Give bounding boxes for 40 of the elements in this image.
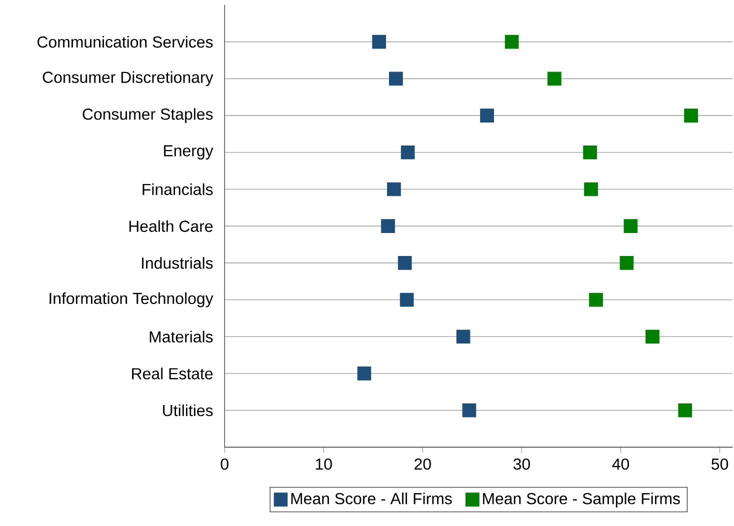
y-tick-label: Health Care: [129, 220, 213, 232]
y-tick-label: Industrials: [142, 257, 213, 269]
point: [387, 182, 401, 196]
x-tick-label: 50: [712, 458, 728, 470]
y-tick-label: Energy: [164, 145, 214, 160]
y-tick-label: Consumer Staples: [82, 108, 213, 123]
point: [456, 330, 470, 344]
y-tick-label: Information Technology: [50, 292, 214, 308]
point: [624, 219, 638, 233]
y-tick-label: Consumer Discretionary: [42, 71, 214, 86]
legend-label: Mean Score - All Firms: [291, 492, 452, 504]
point: [504, 34, 519, 49]
point: [646, 330, 660, 344]
point: [678, 403, 692, 418]
y-tick-label: Financials: [142, 183, 213, 196]
y-tick-label: Real Estate: [132, 368, 213, 380]
point: [583, 145, 597, 160]
point: [400, 292, 414, 307]
x-tick-label: 20: [414, 458, 431, 470]
point: [620, 256, 634, 270]
point: [684, 108, 698, 122]
x-tick-label: 40: [612, 458, 630, 470]
point: [357, 366, 372, 380]
point: [398, 256, 412, 270]
legend-label: Mean Score - Sample Firms: [483, 492, 680, 508]
x-tick-label: 10: [316, 458, 332, 470]
point: [400, 145, 415, 160]
point: [372, 34, 386, 49]
y-tick-label: Materials: [150, 330, 213, 342]
x-tick-label: 0: [220, 458, 228, 470]
point: [589, 292, 603, 307]
point: [584, 182, 598, 196]
point: [462, 403, 476, 418]
point: [480, 108, 494, 122]
point: [381, 219, 395, 233]
y-tick-label: Utilities: [163, 404, 213, 416]
y-tick-label: Communication Services: [38, 36, 213, 48]
x-tick-label: 30: [513, 458, 530, 470]
point: [389, 72, 403, 86]
point: [547, 72, 562, 86]
